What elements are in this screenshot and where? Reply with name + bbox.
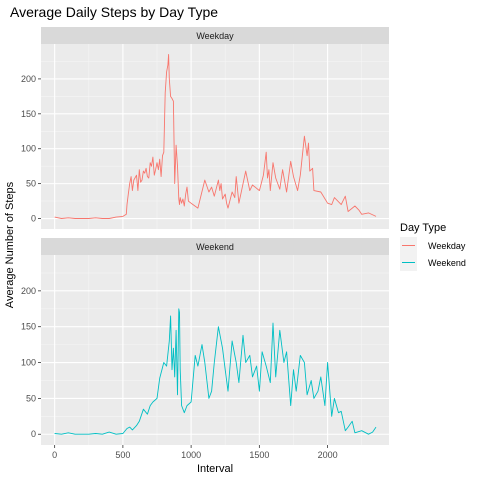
facet-strip xyxy=(41,27,389,44)
x-tick-label: 0 xyxy=(52,450,57,460)
x-tick-label: 500 xyxy=(115,450,130,460)
series-line-weekday xyxy=(54,54,377,219)
y-tick-label: 100 xyxy=(21,144,36,154)
y-tick-label: 0 xyxy=(31,214,36,224)
facet-strip xyxy=(41,238,389,255)
series-line-weekend xyxy=(54,308,377,435)
x-tick-label: 1500 xyxy=(249,450,269,460)
legend-label-weekend: Weekend xyxy=(428,258,466,268)
y-axis-title: Average Number of Steps xyxy=(4,181,16,308)
x-tick-label: 1000 xyxy=(181,450,201,460)
facet-strip-label: Weekend xyxy=(196,242,234,252)
y-tick-label: 0 xyxy=(31,429,36,439)
x-tick-label: 2000 xyxy=(318,450,338,460)
y-tick-label: 50 xyxy=(26,393,36,403)
legend-title: Day Type xyxy=(400,222,446,234)
panel-background xyxy=(41,255,389,445)
y-tick-label: 150 xyxy=(21,322,36,332)
y-tick-label: 50 xyxy=(26,179,36,189)
facet-strip-label: Weekday xyxy=(196,31,234,41)
y-tick-label: 200 xyxy=(21,286,36,296)
y-tick-label: 200 xyxy=(21,74,36,84)
panel-background xyxy=(41,44,389,229)
y-tick-label: 100 xyxy=(21,358,36,368)
facet-panel-weekday: Weekday 0 50 100 150 200 xyxy=(21,27,389,229)
x-axis-title: Interval xyxy=(197,463,233,475)
legend-label-weekday: Weekday xyxy=(428,241,466,251)
legend: Day Type Weekday Weekend xyxy=(400,222,466,271)
y-tick-label: 150 xyxy=(21,109,36,119)
chart-title: Average Daily Steps by Day Type xyxy=(10,4,218,20)
